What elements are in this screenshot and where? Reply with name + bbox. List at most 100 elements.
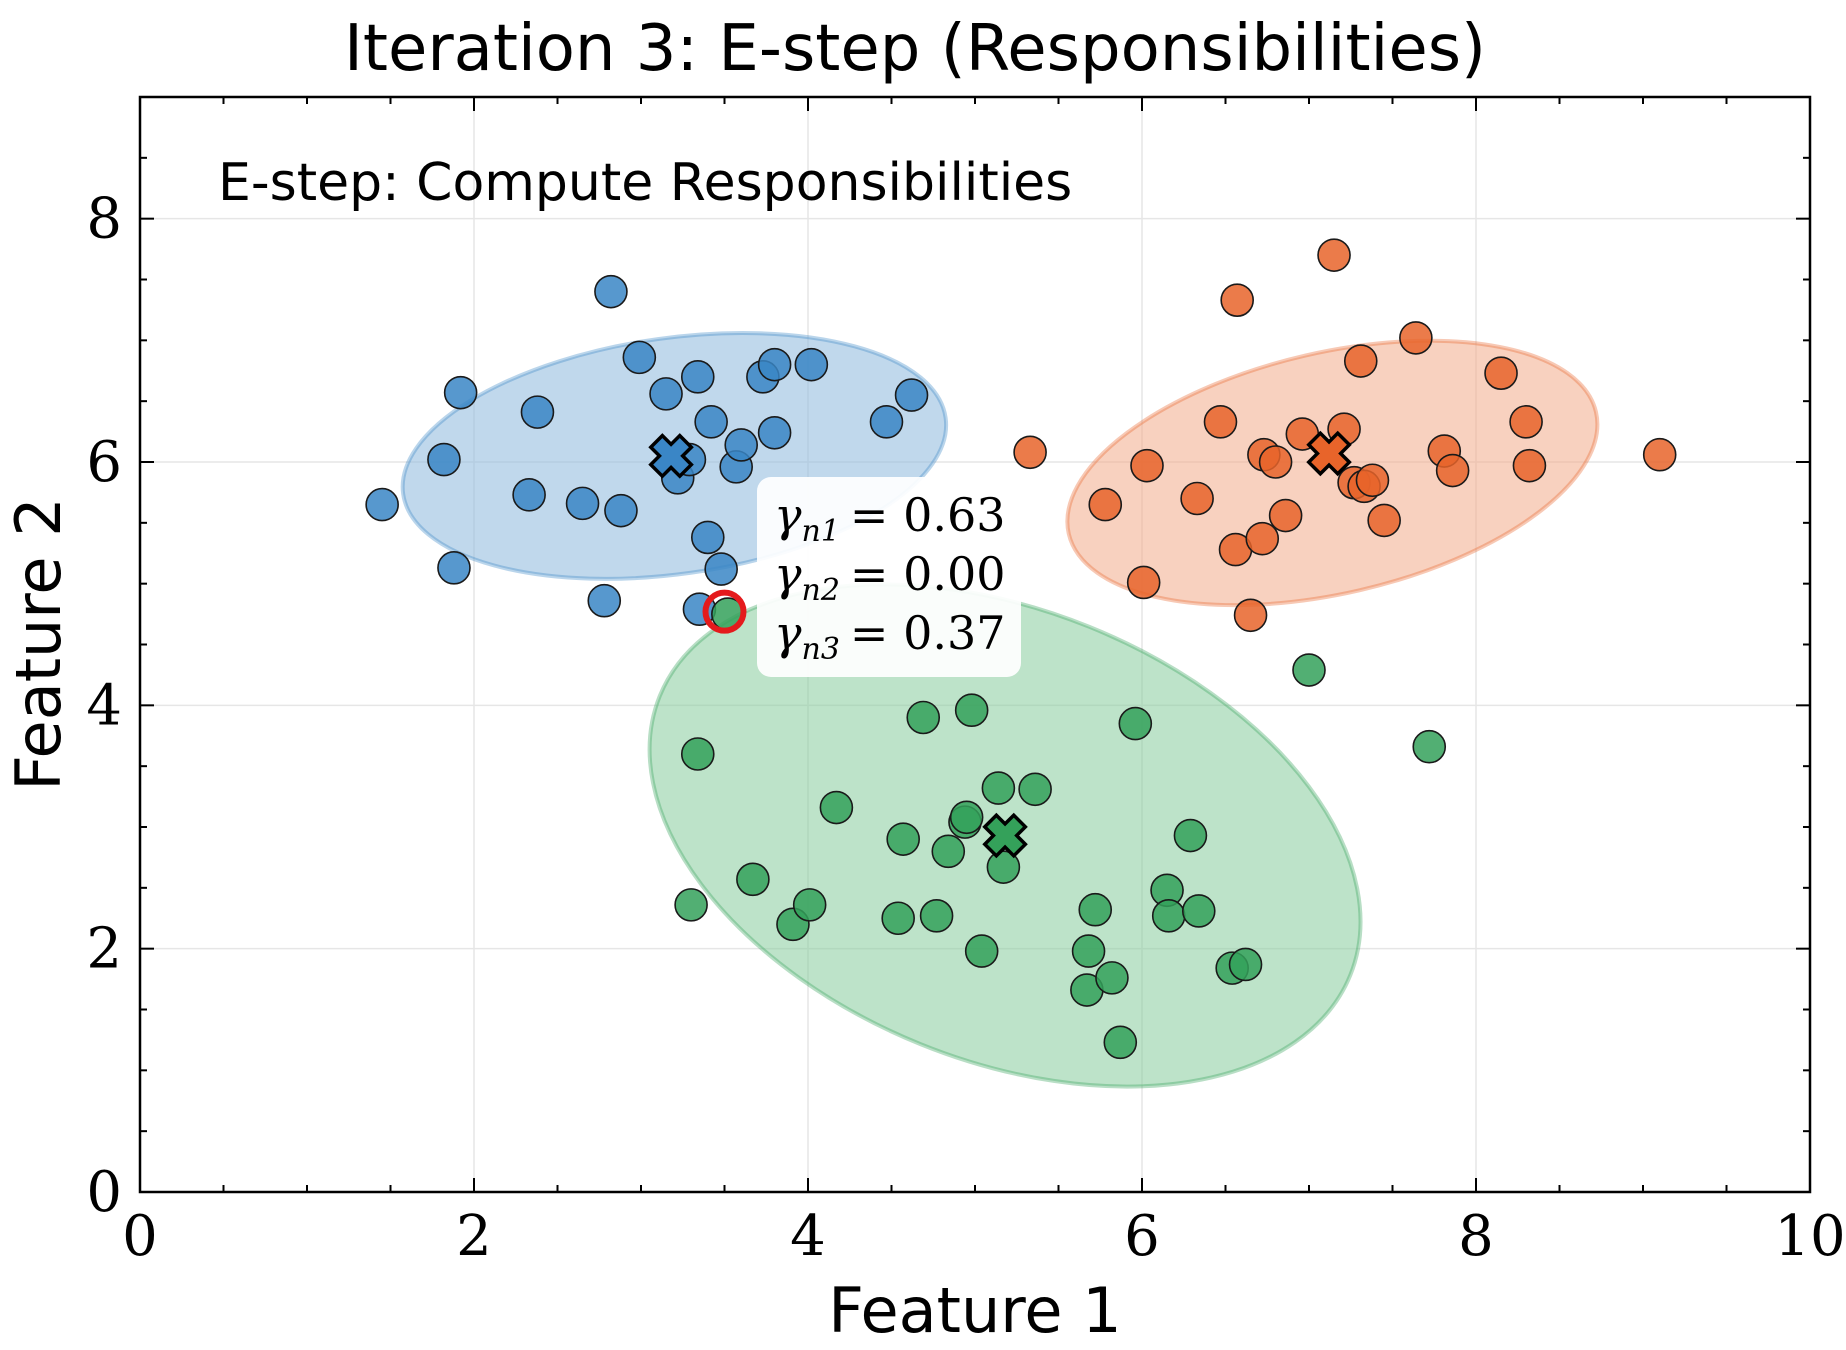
data-point-cluster-3 [1173,818,1208,853]
data-point-cluster-1 [587,583,622,618]
data-point-cluster-3 [954,693,989,728]
data-point-cluster-2 [1130,448,1164,483]
data-point-cluster-2 [1355,463,1390,498]
data-point-cluster-2 [1126,565,1161,600]
data-point-cluster-3 [1095,961,1129,995]
data-point-cluster-3 [1228,947,1263,982]
data-point-cluster-2 [1512,448,1547,483]
x-axis-label: Feature 1 [828,1274,1121,1347]
data-point-cluster-1 [794,347,829,382]
data-point-cluster-2 [1268,498,1303,533]
data-point-cluster-3 [1412,729,1447,764]
data-points [365,238,1677,1060]
data-point-cluster-1 [427,442,461,477]
data-point-cluster-3 [792,888,827,922]
data-point-cluster-2 [1642,437,1677,472]
data-point-cluster-1 [894,378,929,412]
x-tick-label: 6 [1124,1204,1160,1269]
data-point-cluster-3 [881,901,915,936]
data-point-cluster-2 [1367,503,1401,538]
data-point-cluster-1 [365,487,399,522]
data-point-cluster-2 [1220,283,1254,317]
data-point-cluster-3 [1078,892,1113,927]
data-point-cluster-3 [981,771,1016,805]
data-point-cluster-3 [964,934,999,968]
data-point-cluster-2 [1317,238,1351,272]
data-point-cluster-3 [736,862,770,897]
data-point-cluster-1 [757,415,792,450]
data-point-cluster-3 [906,700,941,735]
responsibility-box-bg [757,477,1021,677]
data-point-cluster-2 [1203,405,1238,439]
data-point-cluster-2 [1088,487,1123,522]
data-point-cluster-2 [1435,453,1470,488]
responsibility-label-3: γn3 = 0.37 [774,606,1006,667]
data-point-cluster-3 [680,737,715,771]
data-point-cluster-1 [512,478,546,512]
data-point-cluster-3 [919,899,954,933]
data-point-cluster-1 [690,520,725,555]
data-point-cluster-3 [1292,653,1326,687]
data-point-cluster-3 [1103,1025,1138,1060]
data-point-cluster-1 [565,486,600,521]
data-point-cluster-1 [680,360,715,394]
data-point-cluster-3 [1181,894,1216,928]
y-axis-label: Feature 2 [2,497,75,790]
y-tick-label: 4 [86,673,122,738]
data-point-cluster-1 [724,428,759,462]
responsibility-label-2: γn2 = 0.00 [774,547,1006,608]
data-point-cluster-1 [704,552,738,586]
cluster-mean-marker-2 [1306,430,1352,477]
data-point-cluster-3 [1118,706,1153,741]
data-point-cluster-1 [869,405,904,439]
data-point-cluster-1 [520,395,555,429]
data-point-cluster-3 [949,800,984,835]
responsibility-box: γn1 = 0.63 γn2 = 0.00 γn3 = 0.37 [757,477,1021,677]
cluster-ellipse-2 [1065,338,1600,608]
data-point-cluster-1 [443,375,478,410]
tick-labels: 0 2 4 6 8 10 0 2 4 6 8 [86,187,1845,1269]
data-point-cluster-2 [1399,321,1433,355]
x-tick-label: 10 [1774,1204,1845,1269]
y-tick-label: 0 [86,1160,122,1225]
data-point-cluster-2 [1343,344,1378,378]
y-tick-label: 8 [86,187,122,252]
data-point-cluster-3 [819,790,854,825]
data-point-cluster-2 [1258,445,1293,479]
data-point-cluster-1 [604,493,638,528]
data-point-cluster-2 [1509,405,1543,439]
highlighted-point-ring [702,589,747,634]
data-point-cluster-1 [757,347,792,382]
cluster-mean-marker-1 [648,433,694,479]
x-tick-label: 8 [1458,1204,1494,1269]
data-point-cluster-2 [1180,481,1214,516]
data-point-cluster-2 [1484,356,1518,390]
data-point-cluster-1 [594,274,628,309]
chart-title: Iteration 3: E-step (Responsibilities) [344,12,1486,86]
data-point-cluster-3 [1151,899,1186,933]
highlighted-point-layer [702,589,747,634]
cluster-means [648,430,1352,859]
data-point-cluster-3 [1018,772,1052,807]
responsibility-label-1: γn1 = 0.63 [774,488,1006,549]
data-point-cluster-3 [931,834,966,869]
data-point-cluster-2 [1013,435,1047,470]
data-point-cluster-1 [694,405,728,439]
data-point-cluster-2 [1233,598,1268,633]
x-tick-label: 4 [790,1204,826,1269]
data-point-cluster-1 [437,551,471,585]
y-tick-label: 2 [86,917,122,982]
x-tick-label: 0 [122,1204,158,1269]
data-point-cluster-1 [649,377,683,411]
axis-ticks [139,96,1811,1193]
data-point-cluster-3 [886,822,920,856]
data-point-cluster-2 [1245,521,1280,556]
y-tick-label: 6 [86,430,122,495]
annotation-text: E-step: Compute Responsibilities [218,153,1072,213]
x-tick-label: 2 [456,1204,492,1269]
data-point-cluster-3 [674,888,708,922]
data-point-cluster-1 [622,340,657,375]
data-point-cluster-3 [1071,934,1106,968]
cluster-mean-marker-3 [982,812,1028,859]
